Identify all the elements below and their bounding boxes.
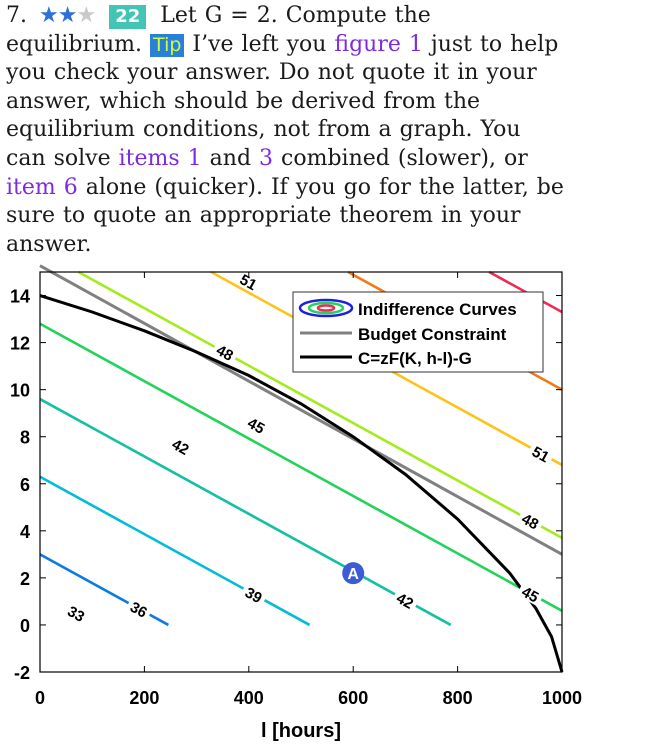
problem-text-1: Let G = 2. Compute the equilibrium. (6, 3, 431, 57)
x-tick-label: 400 (234, 688, 264, 708)
svg-text:48: 48 (213, 342, 236, 365)
series-lines (39, 264, 564, 673)
equilibrium-chart: 363942454851543342454851 020040060080010… (10, 264, 582, 742)
contour-label-48: 48 (516, 506, 546, 534)
y-tick-label: 12 (10, 334, 30, 354)
problem-text-4: and (209, 145, 252, 171)
point-a-label: A (347, 566, 359, 583)
problem-statement: 7. ★★★ 22 Let G = 2. Compute the equilib… (6, 2, 566, 259)
x-tick-label: 0 (35, 688, 45, 708)
x-axis-label: l [hours] (261, 720, 341, 742)
svg-text:51: 51 (237, 271, 260, 294)
legend-entry-production: C=zF(K, h-l)-G (358, 349, 472, 368)
point-a-marker: A (342, 562, 365, 585)
contour-label-51: 51 (526, 439, 556, 467)
y-tick-label: 14 (10, 287, 30, 307)
y-tick-label: 0 (20, 616, 30, 636)
problem-text-6: alone (quicker). If you go for the latte… (6, 174, 564, 257)
figure-link[interactable]: figure 1 (334, 31, 423, 57)
svg-text:33: 33 (64, 603, 87, 626)
x-tick-label: 800 (443, 688, 473, 708)
legend-entry-indifference: Indifference Curves (358, 300, 517, 319)
svg-text:42: 42 (169, 436, 192, 459)
indifference-curve-48 (77, 270, 563, 540)
legend: Indifference Curves Budget Constraint C=… (292, 291, 544, 373)
star-empty-icon: ★ (76, 3, 96, 28)
production-frontier-line (39, 294, 564, 673)
budget-constraint-line (39, 264, 563, 556)
problem-text-3: just to help you check your answer. Do n… (6, 31, 559, 171)
problem-text-5: combined (slower), or (281, 145, 528, 171)
contour-label-42: 42 (166, 432, 196, 459)
points-badge: 22 (109, 5, 147, 29)
item3-link[interactable]: 3 (259, 145, 274, 171)
y-tick-label: 8 (20, 428, 30, 448)
plot-frame (39, 271, 563, 673)
indifference-curve-42 (39, 397, 452, 627)
svg-text:51: 51 (529, 443, 552, 466)
difficulty-stars: ★★★ (39, 3, 96, 28)
y-tick-label: -2 (14, 663, 30, 683)
svg-text:42: 42 (393, 590, 416, 613)
item6-link[interactable]: item 6 (6, 174, 78, 200)
contour-label-48: 48 (210, 338, 241, 365)
svg-text:36: 36 (127, 599, 150, 622)
svg-text:45: 45 (245, 415, 268, 438)
contour-label-45: 45 (516, 579, 546, 607)
x-tick-label: 200 (129, 688, 159, 708)
indifference-curve-45 (39, 322, 563, 612)
x-tick-label: 600 (338, 688, 368, 708)
question-number: 7. (6, 3, 27, 28)
contour-label-39: 39 (239, 580, 269, 608)
svg-text:45: 45 (519, 583, 542, 606)
indifference-curve-39 (39, 475, 311, 627)
problem-text-2: I’ve left you (192, 31, 327, 57)
items-link[interactable]: items 1 (118, 145, 202, 171)
y-tick-label: 4 (20, 522, 30, 542)
contour-label-45: 45 (242, 411, 272, 438)
y-tick-label: 6 (20, 475, 30, 495)
star-filled-icon: ★★ (39, 3, 77, 28)
legend-entry-budget: Budget Constraint (358, 325, 507, 344)
contour-label-51: 51 (234, 267, 264, 295)
svg-text:39: 39 (242, 584, 265, 607)
legend-swatch-indifference (298, 298, 354, 318)
contour-label-42: 42 (391, 586, 421, 613)
y-tick-label: 2 (20, 569, 30, 589)
tip-badge[interactable]: Tip (150, 33, 185, 57)
contour-label-36: 36 (124, 595, 155, 622)
x-tick-label: 1000 (542, 688, 582, 708)
svg-text:48: 48 (519, 511, 542, 534)
y-tick-label: 10 (10, 381, 30, 401)
contour-label-33: 33 (62, 599, 92, 626)
